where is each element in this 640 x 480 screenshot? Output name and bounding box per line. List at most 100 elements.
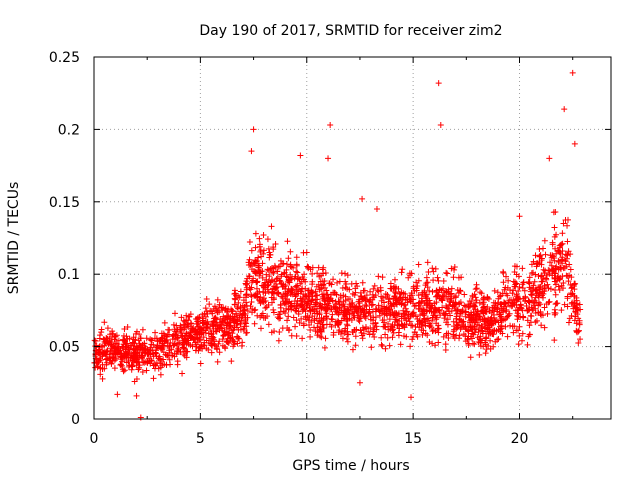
- data-point: [568, 312, 575, 319]
- data-point: [379, 342, 386, 349]
- data-point: [219, 307, 226, 314]
- data-point: [476, 351, 483, 358]
- data-point: [387, 280, 394, 287]
- data-point: [537, 308, 544, 315]
- data-point: [403, 321, 410, 328]
- data-point: [243, 329, 250, 336]
- data-point: [571, 293, 578, 300]
- data-point: [387, 311, 394, 318]
- data-point: [200, 329, 207, 336]
- data-point: [239, 339, 246, 346]
- data-point: [385, 298, 392, 305]
- data-point: [414, 333, 421, 340]
- data-point: [124, 323, 131, 330]
- data-point: [363, 303, 370, 310]
- data-point: [577, 336, 584, 343]
- data-point: [424, 259, 431, 266]
- data-point: [144, 360, 151, 367]
- data-point: [350, 313, 357, 320]
- data-point: [508, 296, 515, 303]
- data-point: [283, 273, 290, 280]
- data-point: [361, 313, 368, 320]
- data-point: [457, 310, 464, 317]
- data-point: [342, 307, 349, 314]
- data-point: [532, 252, 539, 259]
- data-point: [302, 314, 309, 321]
- data-point: [435, 277, 442, 284]
- data-point: [480, 295, 487, 302]
- data-point: [462, 303, 469, 310]
- data-point: [237, 288, 244, 295]
- data-point: [393, 317, 400, 324]
- data-point: [551, 311, 558, 318]
- data-point: [305, 287, 312, 294]
- data-point: [144, 351, 151, 358]
- data-point: [368, 302, 375, 309]
- data-point: [262, 290, 269, 297]
- data-point: [302, 308, 309, 315]
- data-point: [543, 301, 550, 308]
- data-point: [117, 356, 124, 363]
- data-point: [538, 273, 545, 280]
- data-point: [271, 283, 278, 290]
- data-point: [359, 195, 366, 202]
- data-point: [433, 320, 440, 327]
- data-point: [420, 327, 427, 334]
- data-point: [290, 314, 297, 321]
- data-point: [174, 334, 181, 341]
- data-point: [274, 268, 281, 275]
- data-point: [223, 324, 230, 331]
- data-point: [294, 282, 301, 289]
- data-point: [561, 106, 568, 113]
- data-point: [299, 335, 306, 342]
- data-point: [278, 271, 285, 278]
- data-point: [330, 332, 337, 339]
- data-point: [297, 152, 304, 159]
- data-point: [400, 294, 407, 301]
- data-point: [240, 310, 247, 317]
- data-point: [485, 322, 492, 329]
- data-point: [483, 334, 490, 341]
- data-point: [435, 339, 442, 346]
- data-point: [121, 325, 128, 332]
- data-point: [196, 313, 203, 320]
- data-point: [421, 316, 428, 323]
- data-point: [507, 286, 514, 293]
- y-tick-label: 0.2: [58, 122, 80, 138]
- data-point: [523, 303, 530, 310]
- data-point: [499, 290, 506, 297]
- data-point: [547, 259, 554, 266]
- data-point: [490, 308, 497, 315]
- data-point: [327, 122, 334, 129]
- data-point: [212, 342, 219, 349]
- data-point: [432, 305, 439, 312]
- data-point: [413, 279, 420, 286]
- data-point: [479, 330, 486, 337]
- data-point: [114, 341, 121, 348]
- data-point: [382, 293, 389, 300]
- data-point: [252, 257, 259, 264]
- data-point: [414, 321, 421, 328]
- data-point: [492, 318, 499, 325]
- data-point: [157, 371, 164, 378]
- data-point: [271, 328, 278, 335]
- data-point: [564, 252, 571, 259]
- data-point: [120, 336, 127, 343]
- data-point: [318, 305, 325, 312]
- data-point: [413, 313, 420, 320]
- data-point: [440, 333, 447, 340]
- data-point: [376, 312, 383, 319]
- data-point: [319, 295, 326, 302]
- data-point: [497, 313, 504, 320]
- data-point: [139, 326, 146, 333]
- data-point: [450, 274, 457, 281]
- data-point: [465, 311, 472, 318]
- data-point: [378, 334, 385, 341]
- data-point: [229, 307, 236, 314]
- data-point: [569, 69, 576, 76]
- data-point: [329, 316, 336, 323]
- y-tick-label: 0.05: [49, 340, 80, 356]
- data-point: [509, 323, 516, 330]
- data-point: [187, 320, 194, 327]
- data-point: [152, 329, 159, 336]
